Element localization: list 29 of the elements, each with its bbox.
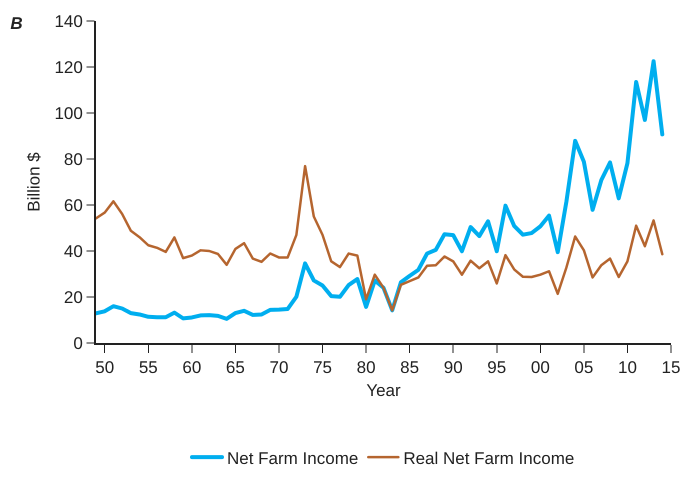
x-tick-label: 80 <box>356 358 376 378</box>
x-tick-label: 15 <box>662 358 680 378</box>
x-tick-label: 60 <box>182 358 202 378</box>
line-series <box>96 164 664 312</box>
x-tick-label: 10 <box>618 358 637 378</box>
legend-label: Net Farm Income <box>227 448 358 468</box>
x-tick-label: 70 <box>269 358 288 378</box>
x-tick-label: 90 <box>444 358 463 378</box>
y-tick-label: 120 <box>54 58 83 77</box>
y-tick-label: 40 <box>64 242 83 261</box>
x-tick-label: 75 <box>313 358 332 378</box>
x-tick-label: 00 <box>530 358 550 378</box>
chart-title: B <box>10 14 23 33</box>
y-tick-label: 140 <box>54 12 83 31</box>
y-tick-label: 20 <box>64 288 83 307</box>
x-tick-label: 05 <box>574 358 594 378</box>
y-tick-label: 80 <box>64 150 83 169</box>
x-axis-title: Year <box>366 381 402 400</box>
x-tick-label: 95 <box>487 358 506 378</box>
y-tick-label: 60 <box>64 196 83 215</box>
y-tick-label: 0 <box>73 334 83 353</box>
line-series <box>96 59 664 321</box>
x-tick-label: 50 <box>95 358 114 378</box>
x-tick-label: 65 <box>226 358 245 378</box>
y-axis-title: Billion $ <box>24 152 44 212</box>
x-tick-label: 85 <box>400 358 420 378</box>
x-tick-label: 55 <box>138 358 158 378</box>
y-tick-label: 100 <box>54 104 83 123</box>
legend-label: Real Net Farm Income <box>403 448 574 468</box>
